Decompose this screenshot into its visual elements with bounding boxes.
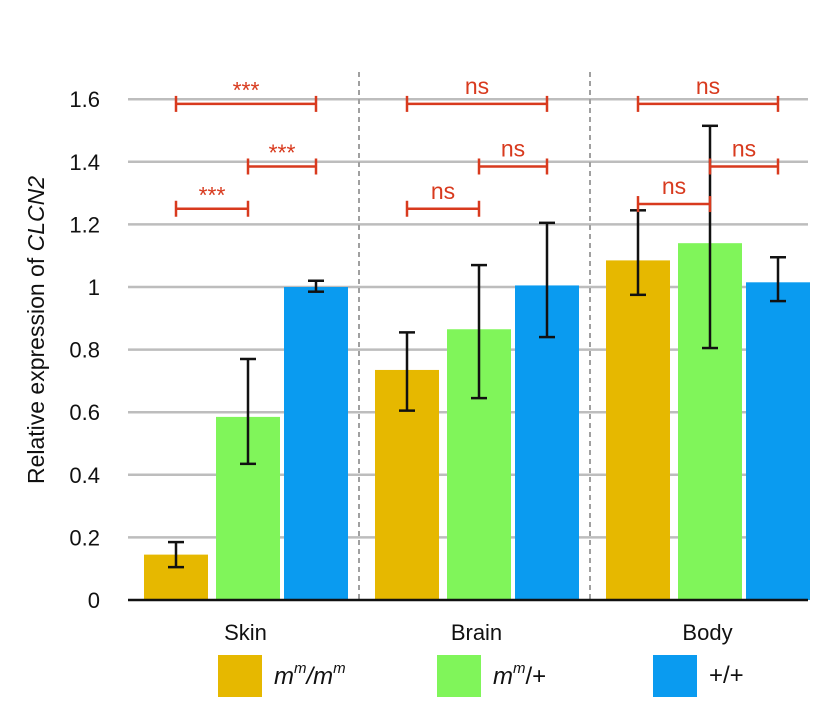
axes: 0 0.2 0.4 0.6 0.8 1 1.2 1.4 1.6 Skin Brain Body — [69, 87, 808, 645]
y-tick-label: 0 — [88, 588, 100, 613]
legend-swatch-mm-plus — [437, 655, 481, 697]
legend-label-plus-plus: +/+ — [709, 662, 744, 689]
significance-label: ns — [732, 135, 756, 161]
legend-swatch-mm-mm — [218, 655, 262, 697]
y-tick-label: 0.6 — [69, 400, 100, 425]
legend-item-plus-plus: +/+ — [653, 654, 744, 698]
legend-item-mm-plus: mm/+ — [437, 654, 546, 698]
bar-skin-2 — [284, 287, 348, 600]
bar-body-0 — [606, 260, 670, 600]
legend-item-mm-mm: mm/mm — [218, 654, 346, 698]
y-tick-label: 1 — [88, 275, 100, 300]
significance-label: ns — [696, 73, 720, 99]
y-tick-label: 1.6 — [69, 87, 100, 112]
x-category-label: Body — [682, 620, 732, 645]
x-category-label: Brain — [451, 620, 502, 645]
group-separators — [358, 72, 591, 600]
y-tick-label: 0.8 — [69, 338, 100, 363]
legend-swatch-plus-plus — [653, 655, 697, 697]
significance-label: ns — [431, 178, 455, 204]
significance-label: *** — [199, 182, 226, 208]
y-axis-label: Relative expression of CLCN2 — [23, 176, 49, 484]
significance-brackets: *** *** *** ns ns ns ns ns ns — [174, 73, 780, 217]
legend-label-mm-plus: mm/+ — [493, 659, 547, 690]
y-tick-label: 1.4 — [69, 150, 100, 175]
y-tick-label: 1.2 — [69, 212, 100, 237]
significance-label: ns — [662, 173, 686, 199]
x-category-label: Skin — [224, 620, 267, 645]
bar-body-2 — [746, 282, 810, 600]
bar-chart: 0 0.2 0.4 0.6 0.8 1 1.2 1.4 1.6 Skin Brain Body ***… — [23, 72, 810, 645]
significance-label: ns — [501, 135, 525, 161]
y-tick-label: 0.4 — [69, 463, 100, 488]
significance-label: *** — [269, 139, 296, 165]
significance-label: ns — [465, 73, 489, 99]
legend-label-mm-mm: mm/mm — [274, 659, 346, 690]
y-tick-label: 0.2 — [69, 525, 100, 550]
significance-label: *** — [233, 77, 260, 103]
